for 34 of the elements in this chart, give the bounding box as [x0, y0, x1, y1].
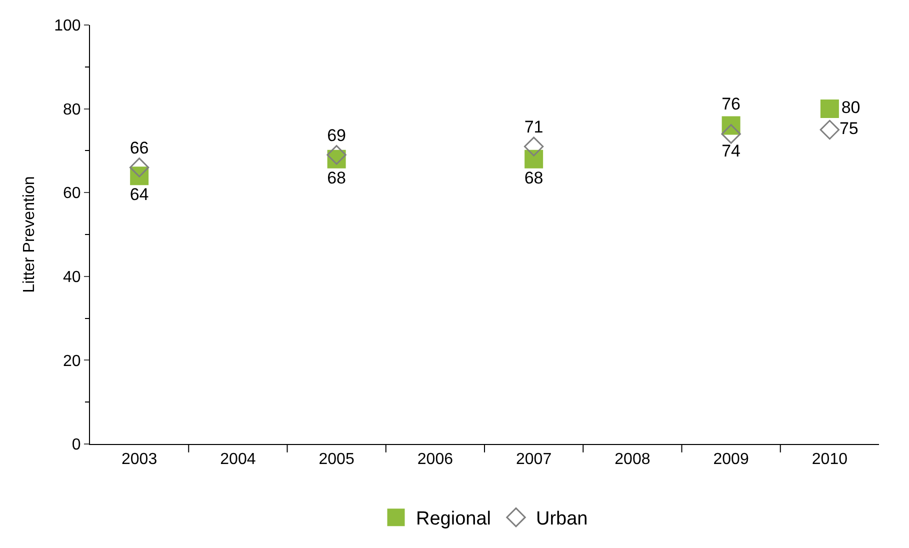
x-tick-label: 2007	[516, 451, 552, 468]
data-label: 71	[524, 118, 544, 137]
x-tick-label: 2010	[812, 451, 848, 468]
point	[129, 158, 150, 178]
data-label: 68	[524, 168, 544, 188]
x-tick-label: 2009	[713, 451, 749, 468]
data-label: 66	[130, 138, 149, 158]
data-label: 75	[839, 119, 858, 138]
x-tick-label: 2003	[122, 451, 158, 468]
point	[524, 136, 544, 156]
y-tick-label: 0	[72, 436, 81, 454]
data-label: 80	[841, 98, 860, 118]
point	[721, 124, 741, 144]
data-label: 69	[327, 126, 346, 145]
legend-label: Regional	[416, 508, 491, 530]
y-tick-label: 60	[63, 185, 81, 202]
y-tick-label: 40	[63, 269, 81, 286]
point	[820, 100, 839, 118]
data-label: 76	[722, 94, 741, 114]
data-label: 64	[130, 185, 149, 204]
x-tick-label: 2008	[614, 451, 650, 468]
point	[524, 150, 544, 168]
y-tick-label: 100	[54, 18, 81, 35]
legend-label: Urban	[536, 508, 588, 530]
y-tick-label: 20	[63, 352, 81, 370]
data-label: 74	[722, 141, 741, 160]
y-tick-label: 80	[63, 101, 81, 118]
x-tick-label: 2005	[318, 451, 354, 468]
point	[326, 145, 346, 165]
point	[820, 120, 840, 140]
x-tick-label: 2006	[417, 451, 454, 468]
data-label: 68	[327, 168, 346, 188]
y-axis-title: Litter Prevention	[20, 176, 38, 293]
x-tick-label: 2004	[220, 451, 256, 468]
